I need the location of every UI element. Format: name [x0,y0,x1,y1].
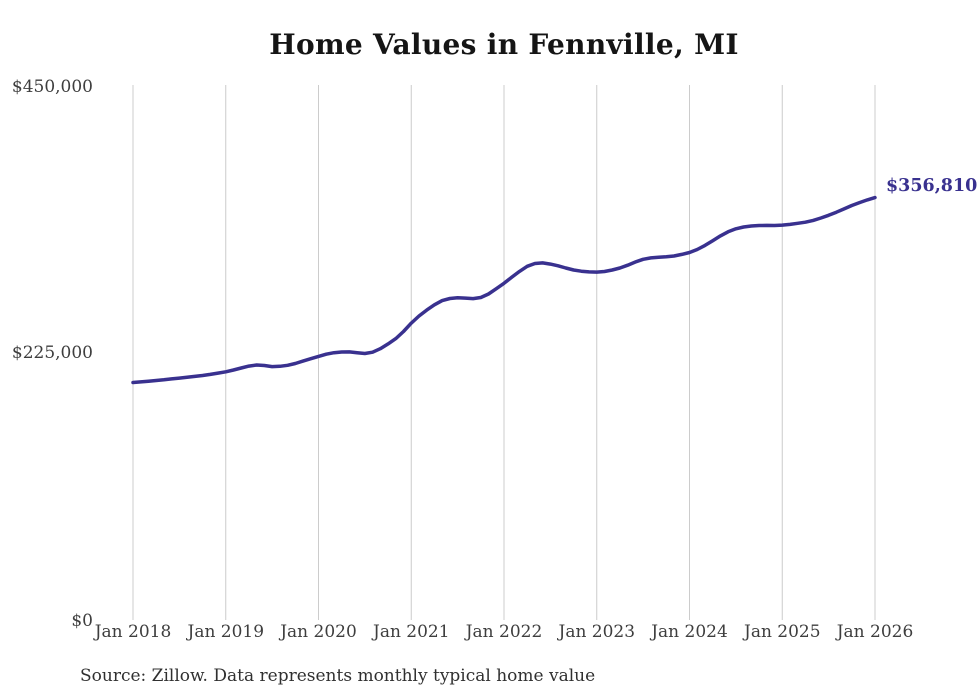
x-axis-tick-2018: Jan 2018 [94,622,172,642]
x-axis-tick-2020: Jan 2020 [280,622,357,642]
last-value-label: $356,810 [886,176,978,196]
source-note: Source: Zillow. Data represents monthly … [80,666,596,686]
y-axis-tick-450000: $450,000 [11,77,93,97]
x-axis-tick-2025: Jan 2025 [744,622,821,642]
y-axis-tick-0: $0 [71,611,93,631]
x-axis-tick-2024: Jan 2024 [651,622,728,642]
x-axis-tick-2019: Jan 2019 [187,622,265,642]
y-axis-tick-225000: $225,000 [11,343,93,363]
x-axis-tick-2026: Jan 2026 [836,622,914,642]
home-value-line [131,195,877,385]
x-axis-tick-2022: Jan 2022 [465,622,543,642]
chart-title: Home Values in Fennville, MI [269,28,739,61]
x-axis-tick-2021: Jan 2021 [373,622,450,642]
x-axis-tick-2023: Jan 2023 [558,622,636,642]
